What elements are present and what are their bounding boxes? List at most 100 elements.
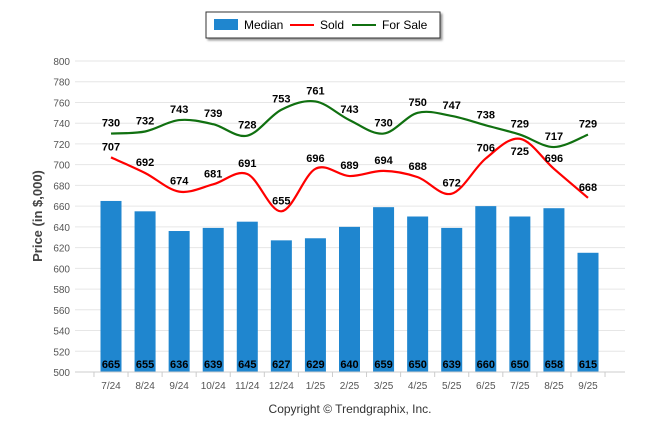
bar-median (202, 227, 224, 372)
x-tick-label: 3/25 (374, 381, 394, 392)
line-data-label: 717 (545, 131, 563, 143)
bar-median (577, 252, 599, 372)
bar-data-label: 660 (477, 359, 495, 371)
bar-data-label: 658 (545, 359, 563, 371)
y-tick-label: 500 (53, 368, 70, 379)
x-tick-label: 7/25 (510, 381, 530, 392)
x-tick-label: 8/24 (135, 381, 155, 392)
y-tick-label: 700 (53, 161, 70, 172)
bar-data-label: 655 (136, 359, 154, 371)
line-data-label: 674 (170, 176, 189, 188)
line-data-label: 688 (408, 161, 426, 173)
y-tick-label: 640 (53, 223, 70, 234)
bar-data-label: 650 (511, 359, 529, 371)
line-sold (110, 137, 589, 213)
line-data-label: 753 (272, 94, 290, 106)
line-data-label: 743 (340, 104, 358, 116)
line-data-label: 689 (340, 160, 358, 172)
bar-data-label: 629 (306, 359, 324, 371)
line-for-sale (110, 99, 589, 149)
legend-label: Median (244, 18, 283, 32)
bar-median (373, 207, 395, 372)
line-data-label: 707 (102, 141, 120, 153)
line-data-label: 725 (511, 146, 529, 158)
y-tick-label: 740 (53, 119, 70, 130)
line-data-label: 729 (511, 119, 529, 131)
line-data-label: 747 (443, 100, 461, 112)
line-data-label: 706 (477, 142, 495, 154)
bar-data-label: 640 (340, 359, 358, 371)
line-data-label: 696 (306, 153, 324, 165)
line-data-label: 668 (579, 182, 597, 194)
x-tick-label: 2/25 (340, 381, 360, 392)
line-data-label: 691 (238, 158, 256, 170)
x-tick-label: 9/24 (169, 381, 189, 392)
line-data-label: 696 (545, 153, 563, 165)
bar-median (407, 216, 429, 372)
bar-data-label: 636 (170, 359, 188, 371)
bar-median (270, 240, 292, 372)
y-tick-label: 560 (53, 306, 70, 317)
y-tick-label: 680 (53, 181, 70, 192)
y-tick-label: 760 (53, 98, 70, 109)
line-data-label: 730 (102, 118, 120, 130)
x-tick-label: 6/25 (476, 381, 496, 392)
bar-data-label: 639 (443, 359, 461, 371)
legend-label: For Sale (382, 18, 428, 32)
x-tick-label: 12/24 (269, 381, 294, 392)
line-data-label: 732 (136, 115, 154, 127)
line-data-label: 681 (204, 168, 222, 180)
line-data-label: 694 (374, 155, 393, 167)
line-data-label: 739 (204, 108, 222, 120)
legend-swatch-median (214, 19, 238, 30)
bar-data-label: 627 (272, 359, 290, 371)
y-tick-label: 660 (53, 202, 70, 213)
bar-median (168, 231, 190, 372)
line-data-label: 730 (374, 118, 392, 130)
bar-median (475, 206, 497, 372)
line-data-label: 743 (170, 104, 188, 116)
x-tick-label: 4/25 (408, 381, 428, 392)
y-tick-label: 800 (53, 57, 70, 68)
bar-median (441, 227, 463, 372)
y-tick-label: 720 (53, 140, 70, 151)
x-tick-label: 9/25 (578, 381, 598, 392)
line-data-label: 672 (443, 178, 461, 190)
bar-data-label: 639 (204, 359, 222, 371)
copyright: Copyright © Trendgraphix, Inc. (269, 402, 432, 416)
y-tick-label: 780 (53, 78, 70, 89)
line-data-label: 692 (136, 157, 154, 169)
y-tick-label: 580 (53, 285, 70, 296)
bar-data-label: 645 (238, 359, 256, 371)
bar-data-label: 659 (374, 359, 392, 371)
x-tick-label: 1/25 (306, 381, 326, 392)
x-tick-label: 8/25 (544, 381, 564, 392)
x-tick-label: 10/24 (201, 381, 226, 392)
line-data-label: 728 (238, 120, 256, 132)
line-data-label: 761 (306, 85, 324, 97)
bar-median (509, 216, 531, 372)
legend: Median Sold For Sale (205, 11, 441, 39)
x-tick-label: 5/25 (442, 381, 462, 392)
x-tick-label: 7/24 (101, 381, 121, 392)
bar-data-label: 615 (579, 359, 597, 371)
y-tick-label: 620 (53, 244, 70, 255)
bar-data-label: 665 (102, 359, 120, 371)
bar-data-label: 650 (408, 359, 426, 371)
bar-median (543, 208, 565, 372)
line-data-label: 750 (408, 97, 426, 109)
bar-median (100, 200, 122, 372)
bar-median (236, 221, 258, 372)
bar-median (304, 238, 326, 372)
line-data-label: 655 (272, 195, 290, 207)
y-tick-label: 540 (53, 327, 70, 338)
y-axis-label: Price (in $,000) (30, 170, 45, 262)
y-tick-label: 600 (53, 264, 70, 275)
bar-median (134, 211, 156, 372)
line-data-label: 729 (579, 119, 597, 131)
legend-label: Sold (320, 18, 344, 32)
y-tick-label: 520 (53, 347, 70, 358)
line-data-label: 738 (477, 109, 495, 121)
bar-median (339, 226, 360, 372)
